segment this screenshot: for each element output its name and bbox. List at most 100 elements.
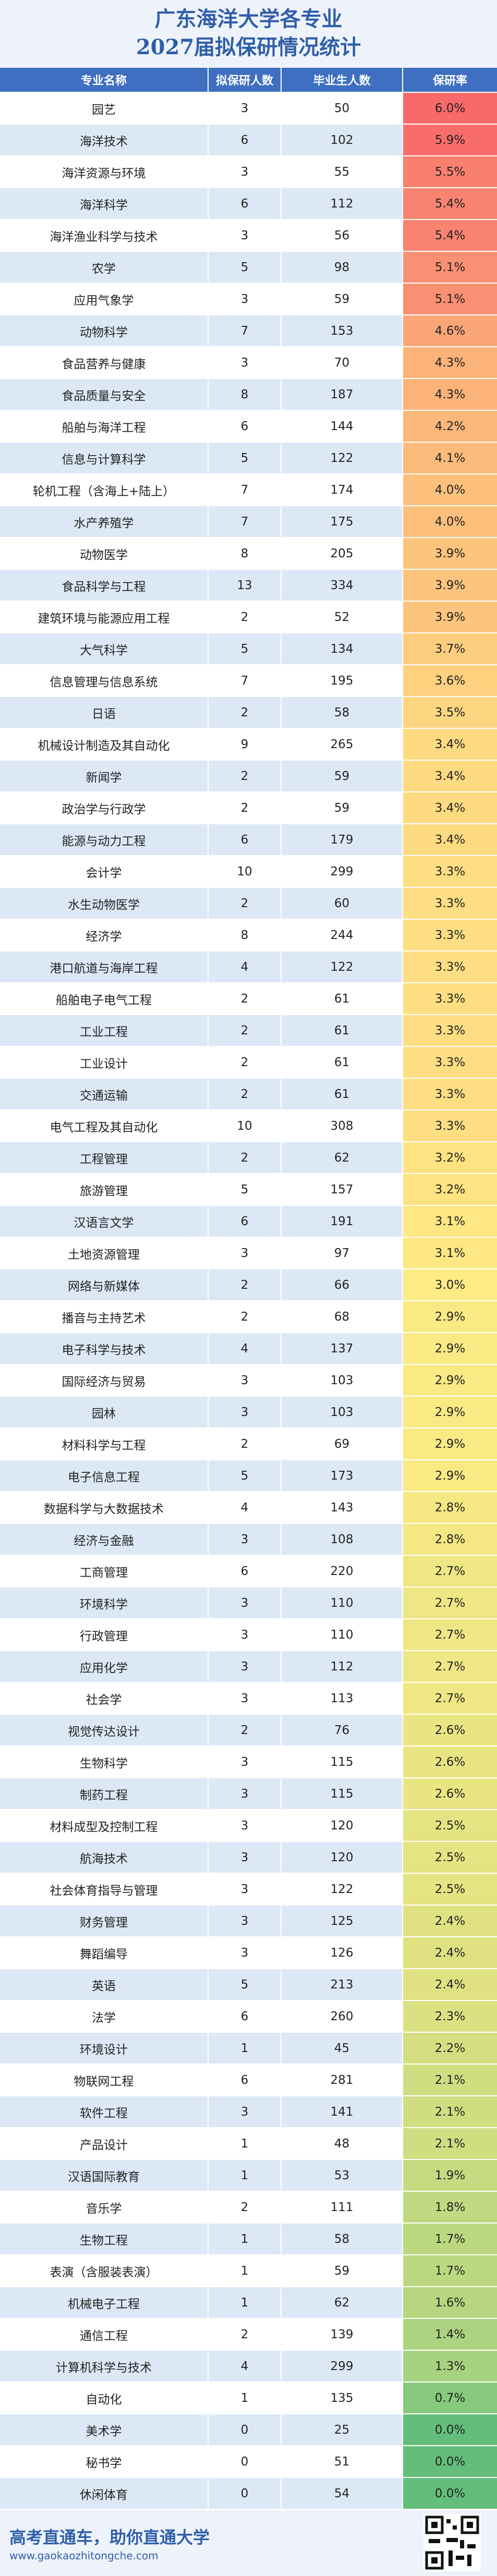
rate-cell: 0.0% [403,2478,497,2510]
footer: 高考直通车，助你直通大学 www.gaokaozhitongche.com [0,2510,497,2576]
table-cell: 120 [282,1842,403,1874]
table-cell: 52 [282,602,403,633]
table-cell: 8 [209,379,282,411]
rate-cell: 1.3% [403,2351,497,2383]
subtitle: 2027届拟保研情况统计 [136,35,361,59]
table-cell: 社会学 [0,1683,209,1715]
table-row: 动物科学 7 153 4.6% [0,315,497,347]
table-cell: 海洋渔业科学与技术 [0,220,209,252]
table-cell: 网络与新媒体 [0,1269,209,1301]
table-cell: 260 [282,2001,403,2033]
table-cell: 2 [209,983,282,1015]
rate-cell: 2.7% [403,1588,497,1619]
table-cell: 299 [282,856,403,888]
table-cell: 2 [209,1047,282,1079]
table-cell: 6 [209,2001,282,2033]
table-cell: 工商管理 [0,1556,209,1588]
rate-cell: 4.0% [403,474,497,506]
table-cell: 海洋技术 [0,125,209,156]
rate-cell: 2.7% [403,1651,497,1683]
table-cell: 59 [282,2255,403,2287]
table-cell: 园艺 [0,93,209,125]
table-row: 电气工程及其自动化 10 308 3.3% [0,1110,497,1142]
table-cell: 2 [209,1301,282,1333]
table-cell: 5 [209,633,282,665]
table-row: 法学 6 260 2.3% [0,2001,497,2033]
table-cell: 58 [282,2224,403,2255]
table-cell: 食品质量与安全 [0,379,209,411]
table-cell: 材料科学与工程 [0,1429,209,1460]
rate-cell: 2.9% [403,1301,497,1333]
rate-cell: 4.2% [403,411,497,443]
table-cell: 3 [209,2096,282,2128]
table-cell: 汉语言文学 [0,1206,209,1238]
table-row: 政治学与行政学 2 59 3.4% [0,792,497,824]
rate-cell: 1.7% [403,2255,497,2287]
table-cell: 3 [209,1365,282,1397]
rate-cell: 2.7% [403,1683,497,1715]
table-row: 食品科学与工程 13 334 3.9% [0,570,497,602]
slogan: 高考直通车，助你直通大学 [9,2528,210,2547]
rate-cell: 1.8% [403,2192,497,2224]
table-row: 音乐学 2 111 1.8% [0,2192,497,2224]
rate-cell: 4.3% [403,379,497,411]
table-cell: 2 [209,697,282,729]
table-row: 港口航道与海岸工程 4 122 3.3% [0,951,497,983]
table-row: 大气科学 5 134 3.7% [0,633,497,665]
table-cell: 船舶电子电气工程 [0,983,209,1015]
table-cell: 1 [209,2255,282,2287]
table-cell: 能源与动力工程 [0,824,209,856]
table-cell: 制药工程 [0,1778,209,1810]
table-cell: 电气工程及其自动化 [0,1110,209,1142]
table-row: 信息与计算科学 5 122 4.1% [0,443,497,474]
table-row: 产品设计 1 48 2.1% [0,2128,497,2160]
table-row: 机械设计制造及其自动化 9 265 3.4% [0,729,497,761]
table-row: 生物科学 3 115 2.6% [0,1747,497,1778]
table-cell: 法学 [0,2001,209,2033]
rate-cell: 5.4% [403,220,497,252]
table-cell: 经济与金融 [0,1524,209,1556]
table-row: 动物医学 8 205 3.9% [0,538,497,570]
table-cell: 125 [282,1906,403,1937]
table-row: 自动化 1 135 0.7% [0,2383,497,2414]
table-cell: 115 [282,1778,403,1810]
table-row: 园林 3 103 2.9% [0,1397,497,1429]
rate-cell: 3.3% [403,951,497,983]
header-row: 专业名称 拟保研人数 毕业生人数 保研率 [0,68,497,93]
table-cell: 2 [209,1079,282,1110]
table-cell: 大气科学 [0,633,209,665]
table-cell: 机械电子工程 [0,2287,209,2319]
table-row: 英语 5 213 2.4% [0,1969,497,2001]
table-row: 旅游管理 5 157 3.2% [0,1174,497,1206]
table-cell: 70 [282,347,403,379]
table-cell: 4 [209,1333,282,1365]
table-cell: 66 [282,1269,403,1301]
table-cell: 10 [209,1110,282,1142]
table-row: 会计学 10 299 3.3% [0,856,497,888]
rate-cell: 2.7% [403,1556,497,1588]
table-cell: 120 [282,1810,403,1842]
table-cell: 2 [209,1429,282,1460]
table-cell: 休闲体育 [0,2478,209,2510]
table-row: 海洋科学 6 112 5.4% [0,188,497,220]
rate-cell: 3.4% [403,761,497,792]
table-cell: 55 [282,156,403,188]
table-cell: 环境科学 [0,1588,209,1619]
table-cell: 信息与计算科学 [0,443,209,474]
table-cell: 195 [282,665,403,697]
table-cell: 应用气象学 [0,284,209,315]
rate-cell: 2.8% [403,1524,497,1556]
table-cell: 281 [282,2065,403,2096]
table-cell: 工业设计 [0,1047,209,1079]
table-cell: 139 [282,2319,403,2351]
table-cell: 61 [282,1079,403,1110]
title: 广东海洋大学各专业 [154,7,343,31]
rate-cell: 2.6% [403,1715,497,1747]
table-cell: 工业工程 [0,1015,209,1047]
table-cell: 103 [282,1397,403,1429]
table-cell: 机械设计制造及其自动化 [0,729,209,761]
table-row: 播音与主持艺术 2 68 2.9% [0,1301,497,1333]
rate-cell: 2.4% [403,1937,497,1969]
rate-cell: 6.0% [403,93,497,125]
table-cell: 244 [282,920,403,951]
